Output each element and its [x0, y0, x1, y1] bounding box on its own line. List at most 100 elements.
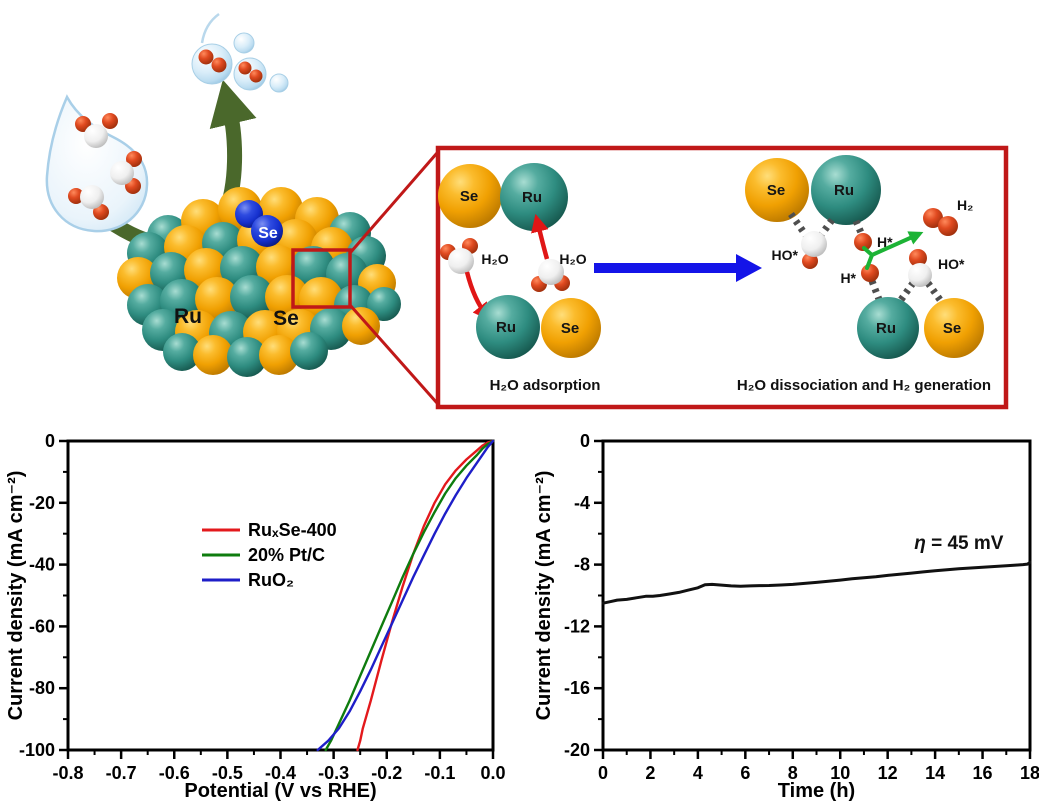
x-tick-label: 8: [788, 763, 798, 783]
h2o-molecule: [531, 259, 570, 292]
series-line-0: [601, 560, 1032, 605]
dopant-se-spheres: Se: [235, 200, 283, 247]
ru-sphere-label: Ru: [834, 182, 854, 199]
x-axis-label: Time (h): [778, 780, 855, 802]
h2o-molecule: [440, 238, 478, 274]
cluster-ru-label: Ru: [174, 305, 202, 328]
water-droplet: [45, 94, 149, 233]
h2-molecule: [923, 208, 958, 236]
x-tick-label: -0.7: [106, 763, 137, 783]
x-tick-label: -0.5: [212, 763, 243, 783]
h2-generation-arrow: [862, 231, 924, 270]
dissociation-panel: Se Ru HO* H*: [737, 155, 991, 394]
x-tick-label: 12: [878, 763, 898, 783]
h2o-molecule: [68, 185, 109, 220]
stability-chart: 0 2 4 6 8 10 12 14 16 18 0 -4 -8 -12 -16 -20 Time (h) Cur…: [533, 431, 1039, 802]
x-tick-label: 6: [740, 763, 750, 783]
x-tick-label: 14: [925, 763, 945, 783]
plot-frame: [66, 439, 495, 752]
series-line-1: [324, 439, 495, 752]
ru-atom-sphere: [227, 337, 267, 377]
x-tick-label: -0.8: [52, 763, 83, 783]
legend-entry: RuₓSe-400: [248, 520, 337, 540]
adsorption-panel: Se Ru H₂O H₂O Ru Se H₂O: [438, 163, 601, 394]
x-tick-label: 2: [645, 763, 655, 783]
h-adsorbate: [861, 264, 879, 282]
ho-adsorbate: [908, 249, 932, 287]
se-atom-sphere: [259, 335, 299, 375]
se-sphere-label: Se: [767, 182, 785, 199]
se-sphere-label: Se: [943, 320, 961, 337]
h2-label: H₂: [957, 197, 973, 213]
lsv-chart: -0.8 -0.7 -0.6 -0.5 -0.4 -0.3 -0.2 -0.1 0.0 0 -20 -…: [5, 431, 506, 802]
y-axis-label: Current density (mA cm⁻²): [5, 471, 27, 721]
adsorption-caption: H₂O adsorption: [490, 377, 601, 394]
y-tick-label: -8: [574, 555, 590, 575]
splash-line: [200, 12, 220, 44]
x-tick-label: 0.0: [480, 763, 505, 783]
y-tick-label: -40: [29, 555, 55, 575]
x-tick-label: -0.3: [318, 763, 349, 783]
h2o-label: H₂O: [559, 251, 586, 267]
dopant-se-label: Se: [258, 225, 278, 242]
y-tick-label: -60: [29, 616, 55, 636]
h2o-label: H₂O: [481, 251, 508, 267]
h2o-molecule: [75, 113, 118, 148]
ho-star-label: HO*: [772, 247, 799, 263]
x-tick-label: -0.1: [424, 763, 455, 783]
se-atom-sphere: [193, 335, 233, 375]
ho-star-label: HO*: [938, 256, 965, 272]
ho-adsorbate: [801, 231, 827, 269]
y-tick-label: -20: [29, 493, 55, 513]
y-tick-label: -20: [564, 740, 590, 760]
ru-sphere-label: Ru: [522, 189, 542, 206]
x-tick-label: -0.4: [265, 763, 296, 783]
x-tick-label: 0: [598, 763, 608, 783]
y-tick-label: -12: [564, 616, 590, 636]
ru-atom-sphere: [230, 275, 274, 319]
y-tick-label: -16: [564, 678, 590, 698]
zoom-connector-line-top: [348, 152, 439, 254]
overpotential-annotation: η = 45 mV: [914, 533, 1004, 554]
x-tick-label: 10: [830, 763, 850, 783]
mechanism-illustration: Se Ru Se Se Ru H₂O: [45, 12, 1009, 410]
mechanism-box: Se Ru H₂O H₂O Ru Se H₂O: [435, 145, 1009, 410]
ru-atom-sphere: [163, 333, 201, 371]
zoom-region-box: [291, 248, 352, 309]
ru-atom-sphere: [367, 287, 401, 321]
series-line-0: [356, 439, 495, 752]
y-tick-label: 0: [580, 431, 590, 451]
y-tick-label: -80: [29, 678, 55, 698]
series-line-2: [316, 439, 495, 752]
se-sphere-label: Se: [561, 320, 579, 337]
x-tick-label: 16: [973, 763, 993, 783]
h-star-label: H*: [840, 270, 856, 286]
x-tick-label: -0.6: [159, 763, 190, 783]
legend-entry: 20% Pt/C: [248, 545, 325, 565]
y-tick-label: -100: [19, 740, 55, 760]
dissociation-caption: H₂O dissociation and H₂ generation: [737, 377, 991, 394]
x-axis-label: Potential (V vs RHE): [184, 780, 376, 802]
se-atom-sphere: [195, 277, 239, 321]
y-tick-label: 0: [45, 431, 55, 451]
y-tick-label: -4: [574, 493, 590, 513]
se-atom-sphere: [342, 307, 380, 345]
se-sphere-label: Se: [460, 188, 478, 205]
y-axis-label: Current density (mA cm⁻²): [533, 471, 555, 721]
zoom-connector-line-bottom: [348, 304, 439, 404]
cluster-se-label: Se: [273, 307, 299, 330]
x-tick-label: -0.2: [371, 763, 402, 783]
ru-atom-sphere: [290, 332, 328, 370]
dopant-sphere: [251, 215, 283, 247]
x-tick-label: 18: [1020, 763, 1039, 783]
ru-sphere-label: Ru: [876, 320, 896, 337]
ru-sphere-label: Ru: [496, 319, 516, 336]
x-tick-label: 4: [693, 763, 703, 783]
h-adsorbate: [854, 233, 872, 251]
legend-entry: RuO₂: [248, 570, 294, 590]
adsorption-arrow: [531, 213, 550, 260]
h2-bubbles: [191, 12, 289, 93]
nanoparticle-cluster: [117, 187, 401, 377]
h2o-molecule: [110, 151, 142, 194]
